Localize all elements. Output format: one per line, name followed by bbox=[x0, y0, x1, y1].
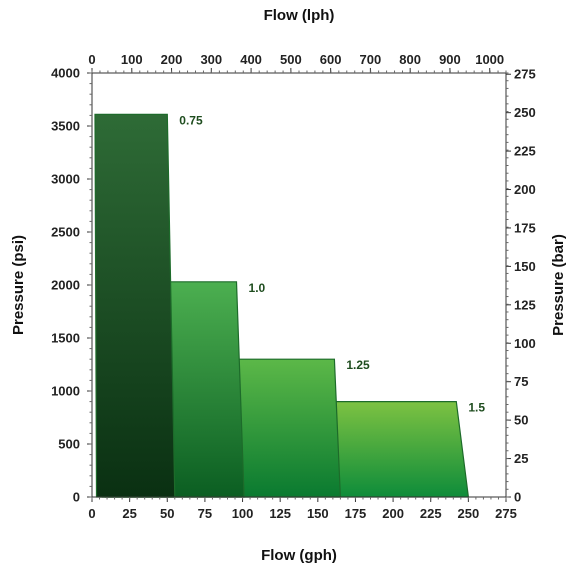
series-area-0_75 bbox=[94, 113, 176, 498]
x-top-tick-label: 800 bbox=[399, 52, 421, 67]
x-bottom-tick-label: 225 bbox=[420, 506, 442, 521]
x-top-tick-label: 300 bbox=[200, 52, 222, 67]
x-bottom-axis-title: Flow (gph) bbox=[261, 547, 337, 564]
x-top-tick-label: 500 bbox=[280, 52, 302, 67]
y-right-tick-label: 275 bbox=[514, 67, 536, 82]
y-left-tick-label: 0 bbox=[73, 490, 80, 505]
x-bottom-tick-label: 175 bbox=[345, 506, 367, 521]
x-top-tick-label: 600 bbox=[320, 52, 342, 67]
y-right-tick-label: 250 bbox=[514, 105, 536, 120]
y-right-tick-label: 175 bbox=[514, 220, 536, 235]
y-right-tick-label: 25 bbox=[514, 451, 528, 466]
x-top-tick-label: 200 bbox=[161, 52, 183, 67]
y-right-tick-label: 50 bbox=[514, 413, 528, 428]
x-bottom-tick-label: 100 bbox=[232, 506, 254, 521]
series-label-1_25: 1.25 bbox=[346, 358, 370, 372]
y-left-tick-label: 3500 bbox=[51, 119, 80, 134]
x-bottom-tick-label: 150 bbox=[307, 506, 329, 521]
y-left-axis-title: Pressure (psi) bbox=[10, 235, 27, 335]
x-bottom-tick-label: 75 bbox=[198, 506, 212, 521]
y-left-tick-label: 4000 bbox=[51, 66, 80, 81]
series-label-0_75: 0.75 bbox=[179, 113, 203, 127]
labels-layer: 1.5 1.25 1.0 0.75 0 25 50 75 100 125 150 175 200 225 2… bbox=[10, 7, 567, 564]
y-right-tick-label: 150 bbox=[514, 259, 536, 274]
y-right-tick-label: 125 bbox=[514, 297, 536, 312]
x-top-tick-label: 900 bbox=[439, 52, 461, 67]
x-top-tick-label: 400 bbox=[240, 52, 262, 67]
x-bottom-tick-label: 275 bbox=[495, 506, 517, 521]
x-bottom-tick-label: 200 bbox=[382, 506, 404, 521]
series-layer bbox=[94, 113, 470, 498]
series-label-1_5: 1.5 bbox=[468, 401, 485, 415]
y-right-tick-label: 225 bbox=[514, 144, 536, 159]
y-right-axis-title: Pressure (bar) bbox=[550, 234, 567, 336]
x-top-tick-label: 700 bbox=[360, 52, 382, 67]
y-left-tick-label: 1000 bbox=[51, 384, 80, 399]
x-top-tick-label: 100 bbox=[121, 52, 143, 67]
y-left-tick-label: 500 bbox=[58, 437, 80, 452]
y-right-tick-label: 200 bbox=[514, 182, 536, 197]
series-label-1_0: 1.0 bbox=[249, 281, 266, 295]
x-top-axis-title: Flow (lph) bbox=[264, 7, 335, 24]
axes-layer bbox=[87, 68, 511, 502]
x-bottom-tick-label: 50 bbox=[160, 506, 174, 521]
y-right-tick-label: 100 bbox=[514, 336, 536, 351]
x-top-tick-label: 0 bbox=[88, 52, 95, 67]
y-right-tick-label: 75 bbox=[514, 374, 528, 389]
x-top-tick-label: 1000 bbox=[475, 52, 504, 67]
y-left-tick-label: 2000 bbox=[51, 278, 80, 293]
y-left-tick-label: 3000 bbox=[51, 172, 80, 187]
y-left-tick-label: 2500 bbox=[51, 225, 80, 240]
y-right-tick-label: 0 bbox=[514, 490, 521, 505]
y-left-tick-label: 1500 bbox=[51, 331, 80, 346]
x-bottom-tick-label: 125 bbox=[269, 506, 291, 521]
x-bottom-tick-label: 250 bbox=[458, 506, 480, 521]
x-bottom-tick-label: 25 bbox=[122, 506, 136, 521]
x-bottom-tick-label: 0 bbox=[88, 506, 95, 521]
